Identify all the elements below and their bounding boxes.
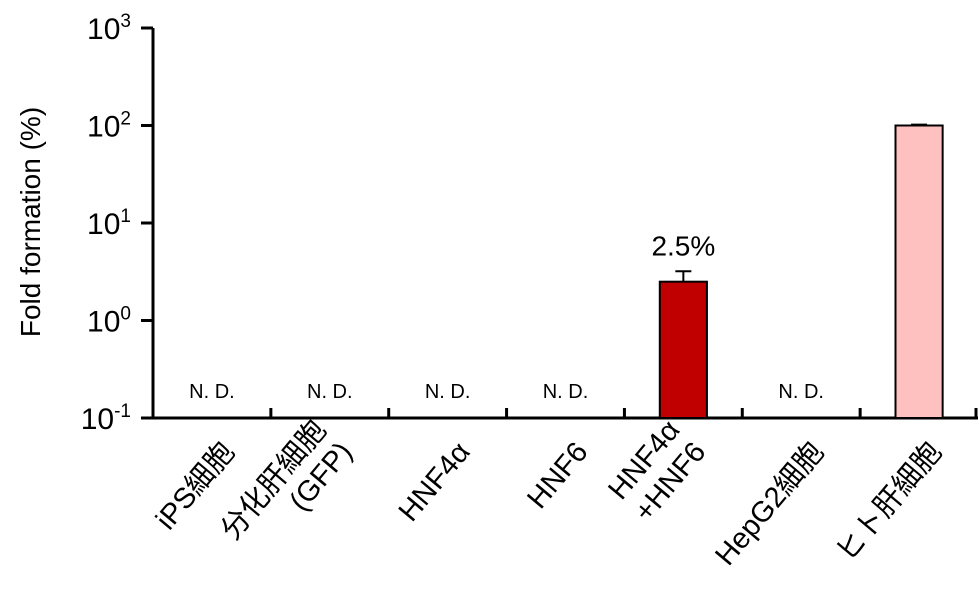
y-tick-base: 10 xyxy=(87,13,120,46)
y-tick-exponent: 0 xyxy=(120,304,131,325)
bar-annotations: N. D. N. D. N. D. N. D. 2.5% N. D. xyxy=(189,231,824,403)
y-tick-exponent: 3 xyxy=(120,11,131,32)
category-label-line: HepG2細胞 xyxy=(709,436,831,572)
category-label-line: HNF4α xyxy=(393,436,477,527)
x-axis xyxy=(153,408,978,420)
y-tick-base: 10 xyxy=(81,403,114,436)
category-label: HNF4α+HNF6 xyxy=(602,415,712,528)
not-detected-label: N. D. xyxy=(778,381,824,403)
y-tick-base: 10 xyxy=(87,306,120,339)
y-tick-base: 10 xyxy=(87,208,120,241)
y-tick-label: 100 xyxy=(87,304,131,339)
not-detected-label: N. D. xyxy=(307,381,353,403)
y-tick-base: 10 xyxy=(87,111,120,144)
category-label: 分化肝細胞(GFP) xyxy=(214,414,359,546)
not-detected-label: N. D. xyxy=(189,381,235,403)
category-label: HepG2細胞 xyxy=(709,436,831,572)
bars xyxy=(658,123,944,419)
bar xyxy=(658,280,708,419)
not-detected-label: N. D. xyxy=(425,381,471,403)
y-tick-label: 101 xyxy=(87,206,131,241)
category-label: HNF4α xyxy=(393,436,477,527)
y-axis-label: Fold formation (%) xyxy=(15,107,46,337)
y-tick-label: 102 xyxy=(87,109,131,144)
not-detected-label: N. D. xyxy=(543,381,589,403)
category-label-line: HNF6 xyxy=(521,436,594,515)
category-label: HNF6 xyxy=(521,436,594,515)
category-label: ヒト肝細胞 xyxy=(830,436,948,568)
y-tick-exponent: 1 xyxy=(120,206,131,227)
y-tick-label: 10-1 xyxy=(81,401,131,436)
y-tick-label: 103 xyxy=(87,11,131,46)
y-tick-exponent: 2 xyxy=(120,109,131,130)
category-label-line: ヒト肝細胞 xyxy=(830,436,948,568)
y-tick-exponent: -1 xyxy=(114,401,131,422)
data-label: 2.5% xyxy=(651,231,715,262)
bar xyxy=(894,124,944,419)
